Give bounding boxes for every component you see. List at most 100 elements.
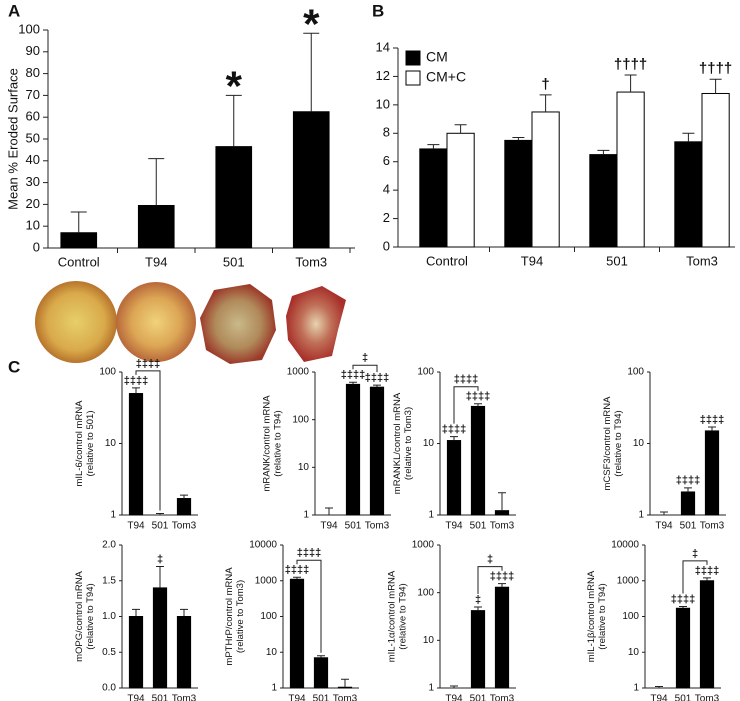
bone-disc [116,282,196,362]
bone-disc [35,281,117,363]
y-axis-label: (relative to T94) [597,583,608,649]
y-tick-label: 100 [622,611,639,622]
y-tick-label: 100 [18,21,40,36]
bar [470,610,486,689]
y-tick-label: 100 [417,587,434,598]
x-tick-label: 501 [313,694,330,701]
y-axis-label: (relative to Tom3) [235,580,246,653]
y-tick-label: 4 [383,182,390,197]
y-axis-label: mIL-1α/control mRNA [387,570,398,662]
error-bar [156,512,164,515]
x-tick-label: Tom3 [700,521,725,532]
x-tick-label: T94 [127,521,145,532]
panel-label: C [8,357,20,376]
y-tick-label: 100 [417,367,434,378]
error-bar [624,74,637,93]
y-tick-label: 100 [627,367,644,378]
bar [470,405,486,516]
x-tick-label: T94 [320,521,338,532]
bracket-label: ‡‡‡‡ [454,374,478,386]
error-bar [454,124,467,134]
x-tick-label: 501 [470,694,487,701]
y-axis-label: mCSF3/control mRNA [602,396,613,491]
bar [152,587,168,689]
bracket [682,560,708,594]
y-tick-label: 70 [26,87,40,102]
y-tick-label: 1.0 [102,611,116,622]
x-tick-label: T94 [445,521,463,532]
bracket [352,364,378,373]
x-tick-label: 501 [223,254,245,269]
error-bar [427,144,440,149]
bar [675,607,691,689]
error-bar [293,576,301,580]
y-tick-label: 1000 [412,540,435,551]
significance-mark: ‡‡‡‡ [466,391,490,403]
y-tick-label: 100 [260,611,277,622]
error-bar [679,606,687,609]
y-tick-label: 1 [271,683,277,694]
y-axis-label: Mean % Eroded Surface [5,68,20,210]
x-tick-label: Control [58,254,100,269]
error-bar [303,32,320,112]
bracket-label: ‡‡‡‡ [297,547,321,559]
significance-mark: ‡‡‡‡ [365,372,389,384]
y-axis-label: (relative to T94) [273,410,284,476]
y-tick-label: 30 [26,174,40,189]
error-bar [450,685,458,688]
error-bar [684,487,692,492]
x-tick-label: Tom3 [490,521,515,532]
y-tick-label: 10000 [611,540,639,551]
error-bar [317,655,325,658]
error-bar [341,678,349,688]
y-axis-label: mIL-6/control mRNA [74,400,85,487]
error-bar [474,606,482,611]
y-axis-label: (relative to Tom3) [403,407,414,480]
significance-mark: † [541,76,549,93]
significance-mark: ‡‡‡‡ [671,593,695,605]
bar [176,498,192,516]
y-tick-label: 2 [383,210,390,225]
legend-swatch [405,70,421,86]
y-axis-label: (relative to 501) [85,410,96,476]
y-tick-label: 10 [628,647,640,658]
y-axis-label: (relative to T94) [613,410,624,476]
bar [289,578,305,689]
y-tick-label: 0.5 [102,647,116,658]
bar [701,92,730,248]
error-bar [708,426,716,431]
y-tick-label: 1.5 [102,575,116,586]
significance-mark: †††† [699,60,732,77]
x-tick-label: T94 [127,694,145,701]
error-bar [148,158,165,206]
y-axis-label: (relative to T94) [85,583,96,649]
y-tick-label: 12 [376,68,390,83]
error-bar [498,492,506,511]
bar [531,111,560,248]
y-tick-label: 50 [26,130,40,145]
bar [419,148,448,248]
bracket-label: ‡ [362,352,368,364]
y-tick-label: 10 [423,635,435,646]
y-axis-label: (relative to T94) [398,583,409,649]
bar [446,132,475,248]
y-tick-label: 1 [638,510,644,521]
y-tick-label: 10000 [249,540,277,551]
y-tick-label: 10 [376,96,390,111]
y-tick-label: 10 [266,647,278,658]
y-axis-label: mPTHrP/control mRNA [224,567,235,666]
y-tick-label: 10 [105,438,117,449]
error-bar [709,78,722,94]
y-axis-label: mIL-1β/control mRNA [586,570,597,662]
y-tick-label: 1000 [287,367,310,378]
x-tick-label: 501 [606,253,628,268]
bar [504,139,533,248]
bar [674,141,703,248]
bar [137,204,175,249]
x-tick-label: Tom3 [333,694,358,701]
y-axis-label: mRANK/control mRNA [262,395,273,492]
bone-disc [286,286,346,362]
y-tick-label: 10 [423,438,435,449]
bar [699,580,715,689]
